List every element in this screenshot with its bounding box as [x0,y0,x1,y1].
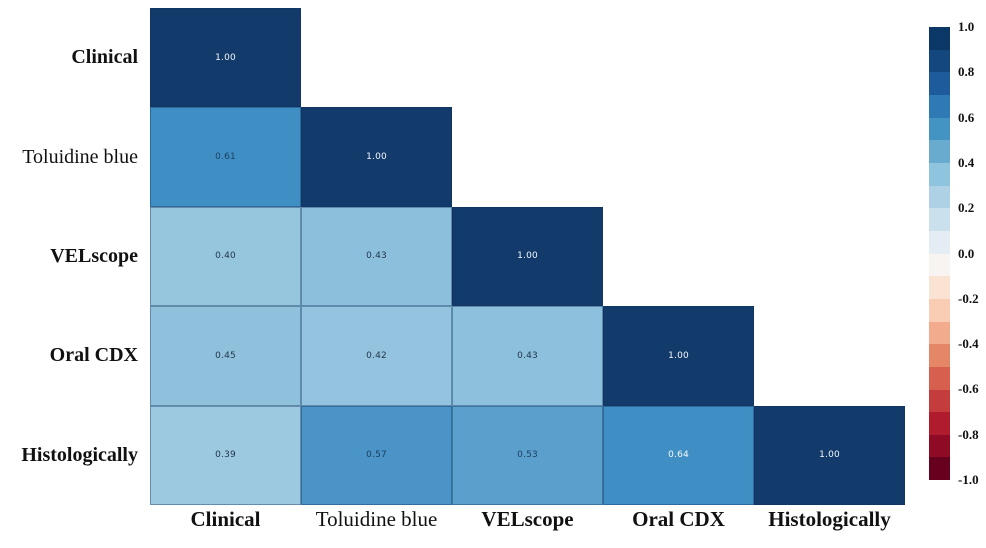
x-axis-label-histologically: Histologically [768,507,891,531]
heatmap-cell: 1.00 [452,206,603,307]
colorbar-step [929,140,950,163]
cell-value: 0.39 [215,450,236,461]
colorbar-step [929,230,950,254]
colorbar-step [929,27,950,50]
heatmap-cell: 1.00 [754,405,905,505]
colorbar-step [929,49,950,73]
cell-value: 0.57 [366,450,387,461]
cell-value: 1.00 [517,251,538,262]
colorbar-step [929,344,950,367]
cell-value: 0.64 [668,450,689,461]
colorbar-tick-label: -0.8 [958,426,979,442]
cell-value: 0.45 [215,350,236,361]
colorbar-tick-label: 0.4 [958,154,975,170]
colorbar-tick-label: 0.6 [958,109,975,125]
cell-value: 0.53 [517,450,538,461]
x-axis-label-toluidine-blue: Toluidine blue [315,507,438,531]
heatmap-cell: 0.61 [150,107,301,207]
colorbar-step [929,434,950,458]
x-axis-label-oral-cdx: Oral CDX [632,507,725,531]
colorbar [929,27,950,481]
y-axis-label-toluidine-blue: Toluidine blue [22,145,138,168]
heatmap-cell: 0.43 [301,206,452,307]
cell-value: 0.42 [366,350,387,361]
colorbar-step [929,253,950,277]
colorbar-step [929,366,950,390]
y-axis-label-oral-cdx: Oral CDX [49,344,138,367]
heatmap-cell: 0.45 [150,306,301,406]
colorbar-step [929,72,950,95]
x-axis-label-velscope: VELscope [481,507,574,531]
colorbar-tick-label: 0.0 [958,245,975,261]
y-axis-label-histologically: Histologically [21,443,138,466]
cell-value: 0.40 [215,251,236,262]
cell-value: 0.43 [517,350,538,361]
colorbar-step [929,185,950,209]
heatmap-cell: 0.57 [301,405,452,505]
y-axis-label-velscope: VELscope [50,244,138,267]
heatmap-cell: 1.00 [150,8,301,108]
cell-value: 0.61 [215,152,236,163]
heatmap-cell: 0.40 [150,206,301,307]
colorbar-tick-label: -0.6 [958,381,979,397]
heatmap-cell: 0.39 [150,405,301,505]
colorbar-step [929,321,950,345]
colorbar-step [929,117,950,141]
colorbar-step [929,94,950,118]
colorbar-tick-label: -0.4 [958,336,979,352]
cell-value: 0.43 [366,251,387,262]
y-axis-label-clinical: Clinical [71,46,138,69]
heatmap-cell: 0.53 [452,405,603,505]
colorbar-step [929,276,950,299]
colorbar-step [929,208,950,231]
x-axis-label-clinical: Clinical [190,507,261,531]
colorbar-tick-label: 0.2 [958,200,975,216]
colorbar-tick-label: -0.2 [958,290,979,306]
colorbar-step [929,389,950,413]
colorbar-step [929,298,950,322]
heatmap-cell: 0.64 [603,405,754,505]
heatmap-cell: 1.00 [301,107,452,207]
colorbar-tick-label: 1.0 [958,19,975,34]
cell-value: 1.00 [366,152,387,163]
colorbar-tick-label: -1.0 [958,472,979,487]
colorbar-step [929,412,950,435]
colorbar-tick-label: 0.8 [958,64,975,80]
cell-value: 1.00 [819,450,840,461]
cell-value: 1.00 [668,350,689,361]
colorbar-step [929,457,950,481]
heatmap-cell: 0.43 [452,306,603,406]
cell-value: 1.00 [215,52,236,63]
colorbar-step [929,162,950,186]
heatmap-cell: 1.00 [603,306,754,406]
heatmap-cell: 0.42 [301,306,452,406]
